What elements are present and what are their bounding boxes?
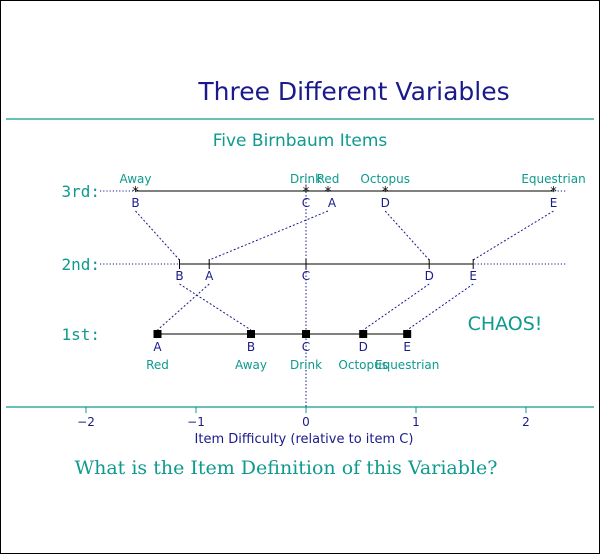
item-marker [359, 330, 368, 338]
item-connector-b [179, 283, 252, 331]
item-name: Equestrian [521, 172, 585, 186]
item-marker: * [132, 185, 139, 200]
item-letter: A [328, 196, 337, 210]
item-letter: E [403, 340, 411, 354]
item-letter: E [550, 196, 558, 210]
chaos-annotation: CHAOS! [468, 313, 543, 335]
item-marker: * [325, 185, 332, 200]
item-name: Octopus [360, 172, 410, 186]
item-marker: * [382, 185, 389, 200]
plot-area: 3rd: *AwayB*DrinkC*RedA*OctopusD*Equestri… [61, 172, 585, 429]
item-connector-d [384, 210, 430, 261]
item-name: Drink [290, 358, 322, 372]
item-marker [302, 330, 310, 338]
item-connector-a [209, 210, 329, 261]
item-connector-d [362, 283, 430, 331]
item-marker [153, 330, 162, 338]
item-letter: A [153, 340, 162, 354]
item-letter: B [175, 269, 183, 283]
x-tick-label: −2 [77, 415, 95, 429]
x-tick-label: −1 [187, 415, 205, 429]
item-name: Octopus [338, 358, 388, 372]
x-tick-label: 1 [412, 415, 420, 429]
page-title: Three Different Variables [197, 77, 509, 106]
item-letter: D [425, 269, 434, 283]
item-marker: * [303, 185, 310, 200]
item-connector-a [157, 283, 210, 331]
item-letter: A [205, 269, 214, 283]
item-letter: C [302, 196, 310, 210]
item-name: Equestrian [375, 358, 439, 372]
item-name: Red [317, 172, 340, 186]
item-letter: E [469, 269, 477, 283]
item-letter: C [302, 269, 310, 283]
item-letter: B [247, 340, 255, 354]
item-name: Red [146, 358, 169, 372]
x-axis-label: Item Difficulty (relative to item C) [195, 432, 414, 447]
item-letter: B [131, 196, 139, 210]
item-marker: * [550, 185, 557, 200]
row-label: 3rd: [61, 182, 100, 201]
subtitle: Five Birnbaum Items [213, 131, 388, 151]
x-tick-label: 0 [302, 415, 310, 429]
row-label: 2nd: [61, 255, 100, 274]
item-marker [247, 330, 255, 338]
item-connector-e [472, 210, 554, 261]
item-connector-b [135, 210, 180, 261]
item-name: Away [120, 172, 152, 186]
item-connector-e [406, 283, 474, 331]
row-label: 1st: [61, 325, 100, 344]
item-name: Away [235, 358, 267, 372]
item-letter: D [359, 340, 368, 354]
item-marker [403, 330, 412, 338]
item-name: Drink [290, 172, 322, 186]
question-text: What is the Item Definition of this Vari… [75, 457, 498, 479]
item-letter: C [302, 340, 310, 354]
item-letter: D [381, 196, 390, 210]
x-tick-label: 2 [522, 415, 530, 429]
